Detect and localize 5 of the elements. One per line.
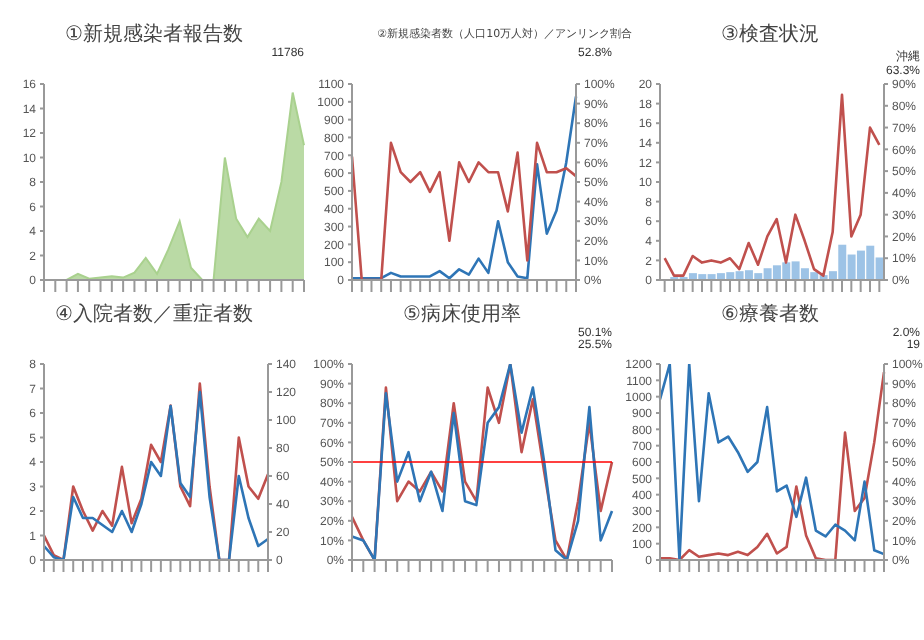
chart-title: ③検査状況 bbox=[721, 24, 819, 46]
chart-title: ⑥療養者数 bbox=[719, 301, 821, 328]
chart-title: ④入院者数／重症者数 bbox=[53, 301, 255, 328]
chart-title: ①新規感染者報告数 bbox=[63, 21, 245, 48]
chart-title: ⑤病床使用率 bbox=[401, 301, 523, 328]
